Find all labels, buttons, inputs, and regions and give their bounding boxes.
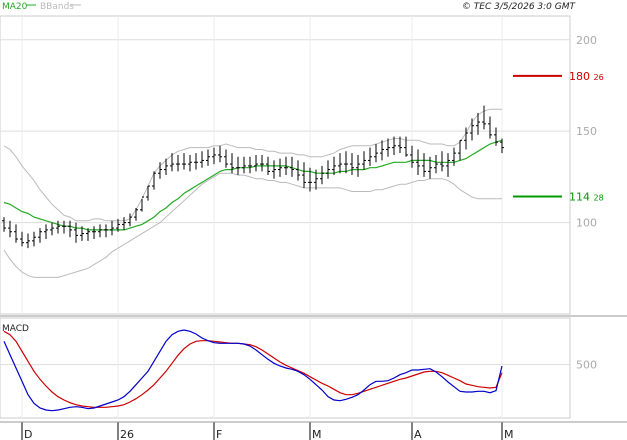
- resistance-level-label: 180 26: [569, 70, 604, 83]
- x-tick-label: D: [24, 428, 32, 440]
- price-y-tick-label: 100: [576, 217, 597, 230]
- macd-panel: MACD 500: [0, 317, 597, 419]
- x-tick-label: 26: [120, 428, 134, 440]
- copyright-label: © TEC 3/5/2026 3:0 GMT: [462, 2, 577, 12]
- bband-upper-line: [3, 108, 502, 222]
- price-panel: 200 150 100 180 26 114 28: [0, 15, 627, 317]
- support-level-label: 114 28: [569, 190, 604, 203]
- price-frame: [0, 15, 571, 315]
- x-tick-label: M: [312, 428, 322, 440]
- x-axis: D 26 F M A M: [0, 421, 627, 440]
- x-tick-label: M: [504, 428, 514, 440]
- macd-line: [3, 329, 503, 412]
- macd-frame: [0, 317, 571, 419]
- x-tick-label: F: [216, 428, 222, 440]
- macd-label: MACD: [2, 324, 29, 334]
- price-y-tick-label: 150: [576, 125, 597, 138]
- legend-ma20-label: MA20: [2, 2, 28, 12]
- price-y-tick-label: 200: [576, 34, 597, 47]
- ma20-line: [3, 139, 503, 231]
- bband-lower-line: [3, 172, 502, 278]
- x-tick-label: A: [414, 428, 422, 440]
- macd-y-tick-label: 500: [576, 359, 597, 372]
- legend-bbands-label: BBands: [40, 2, 74, 12]
- macd-signal-line: [3, 330, 503, 408]
